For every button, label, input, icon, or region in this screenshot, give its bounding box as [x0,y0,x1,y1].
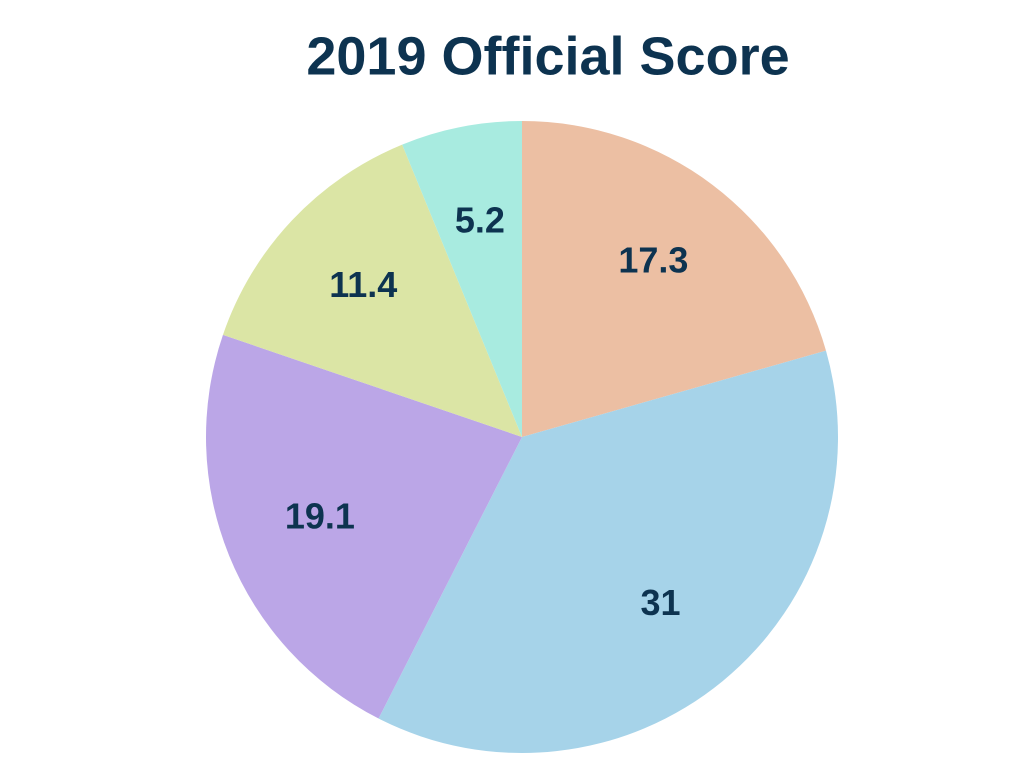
data-label: 19.1 [285,495,355,536]
data-label: 31 [640,582,680,623]
pie-slice [222,144,522,438]
pie-slice [402,121,522,437]
pie-slice [378,350,839,753]
data-label: 11.4 [329,264,397,305]
data-label: 5.2 [455,200,505,241]
pie-slice [522,121,826,437]
data-label: 17.3 [618,240,688,281]
chart-title: 2019 Official Score [306,26,789,86]
pie-slice [205,334,522,719]
